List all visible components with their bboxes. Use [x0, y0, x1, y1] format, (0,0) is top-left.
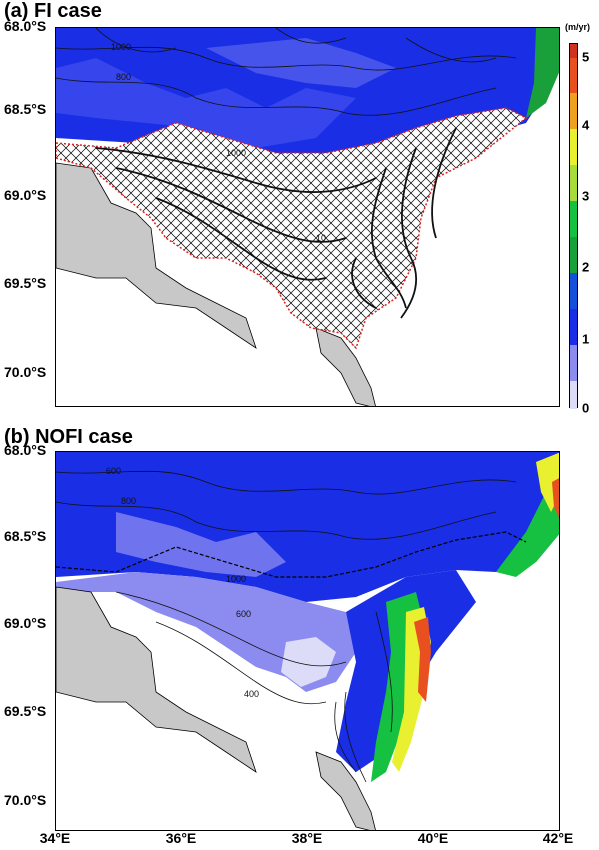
- contour-label-b-4: 600: [236, 609, 251, 619]
- lat-label-b-69-5: 69.5°S: [4, 703, 47, 719]
- lon-label-42: 42°E: [542, 830, 574, 846]
- colorbar-arrow-segment: [570, 44, 577, 58]
- colorbar-tick-1: 1: [582, 331, 590, 347]
- lat-label-a-69-5: 69.5°S: [4, 275, 47, 291]
- contour-label-b-5: 400: [244, 689, 259, 699]
- colorbar-tick-3: 3: [582, 188, 590, 204]
- colorbar-tick-4: 4: [582, 117, 590, 133]
- lat-label-b-69-0: 69.0°S: [4, 615, 47, 631]
- coast-red-hotspot: [414, 617, 431, 702]
- lat-label-a-68-0: 68.0°S: [4, 18, 47, 34]
- panel-a-title: (a) FI case: [4, 0, 102, 22]
- lon-label-34: 34°E: [39, 830, 71, 846]
- panel-b-title: (b) NOFI case: [4, 426, 133, 448]
- colorbar-tick-5: 5: [582, 49, 590, 65]
- lat-label-a-69-0: 69.0°S: [4, 187, 47, 203]
- contour-label-a-3: 1000: [226, 148, 246, 158]
- lat-label-a-70-0: 70.0°S: [4, 364, 47, 380]
- colorbar-tick-0: 0: [582, 400, 590, 416]
- map-b-graphics: 600 800 1000 600 400: [56, 452, 559, 830]
- lat-label-b-70-0: 70.0°S: [4, 792, 47, 808]
- land-west: [56, 162, 257, 349]
- land-peninsula-b: [315, 751, 376, 830]
- ice-shelf-light-blue: [56, 572, 356, 692]
- colorbar-tick-2: 2: [582, 259, 590, 275]
- land-peninsula: [315, 327, 376, 406]
- colorbar-unit: (m/yr): [565, 22, 591, 32]
- map-a-graphics: 1000 800 1000 10: [56, 28, 559, 406]
- contour-label-a-4: 10: [316, 233, 326, 243]
- contour-label-a-2: 800: [116, 72, 131, 82]
- land-west-b: [56, 586, 257, 773]
- lon-label-40: 40°E: [417, 830, 449, 846]
- map-panel-b: 600 800 1000 600 400: [55, 451, 560, 831]
- lat-label-b-68-0: 68.0°S: [4, 442, 47, 458]
- coast-green-ne: [496, 457, 559, 577]
- colorbar: [569, 43, 578, 409]
- contour-label-a-1: 1000: [111, 42, 131, 52]
- lon-label-36: 36°E: [165, 830, 197, 846]
- contour-label-b-2: 800: [121, 496, 136, 506]
- lat-label-a-68-5: 68.5°S: [4, 101, 47, 117]
- contour-label-b-1: 600: [106, 466, 121, 476]
- fast-ice-extent-outline: [56, 531, 527, 578]
- lon-label-38: 38°E: [291, 830, 323, 846]
- coastal-green-strip: [526, 28, 559, 118]
- map-panel-a: 1000 800 1000 10: [55, 27, 560, 407]
- lat-label-b-68-5: 68.5°S: [4, 528, 47, 544]
- contour-label-b-3: 1000: [226, 574, 246, 584]
